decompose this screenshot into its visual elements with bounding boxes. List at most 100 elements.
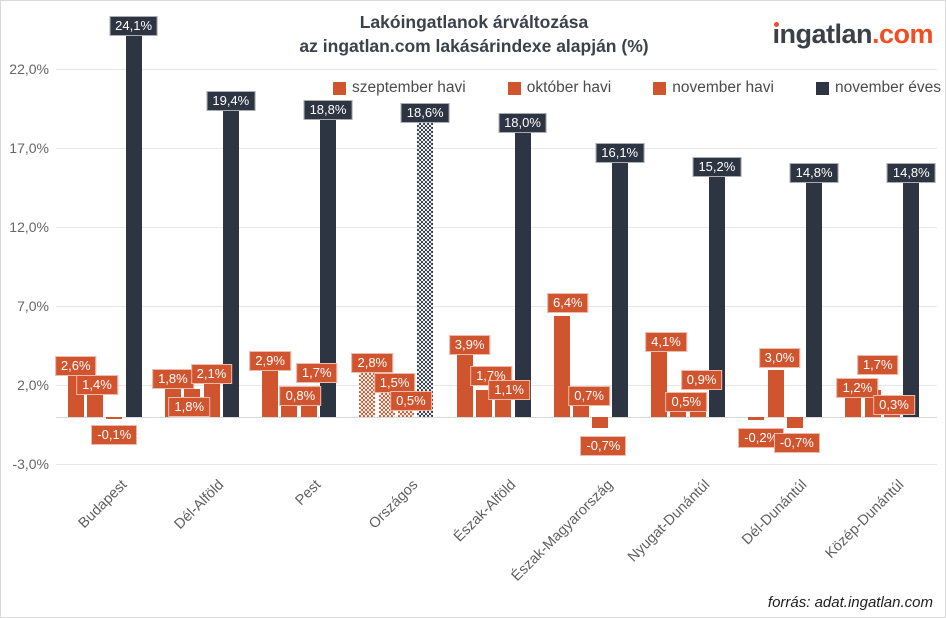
bar-value-label: 0,8%: [279, 386, 322, 407]
x-category-label: Budapest: [75, 477, 130, 532]
legend-swatch-icon: [333, 81, 346, 95]
bar-value-label: 15,2%: [692, 156, 742, 177]
bar-november-havi: [592, 417, 609, 429]
x-axis-zero-line: [56, 417, 937, 418]
bar-value-label: 1,7%: [295, 363, 338, 384]
legend-swatch-icon: [816, 81, 829, 95]
y-axis-tick-label: -3,0%: [12, 456, 49, 473]
bar-szeptember-havi: [748, 417, 765, 421]
bar-november-éves: [611, 162, 628, 417]
bar-value-label: -0,1%: [91, 424, 138, 445]
bar-szeptember-havi: [845, 398, 862, 417]
bar-value-label: 19,4%: [206, 90, 256, 111]
y-axis-tick-label: 7,0%: [17, 298, 49, 315]
bar-value-label: 2,9%: [249, 351, 291, 372]
bar-november-éves: [125, 36, 142, 417]
bar-value-label: 2,1%: [190, 363, 233, 384]
bar-value-label: 14,8%: [886, 163, 936, 184]
bar-november-havi: [495, 399, 512, 417]
legend-swatch-icon: [653, 81, 667, 95]
legend-item: november éves: [816, 79, 941, 97]
bar-value-label: -0,7%: [580, 436, 627, 457]
bar-value-label: 1,7%: [856, 355, 899, 376]
legend-item: október havi: [507, 79, 612, 97]
logo-orange-dot-icon: [774, 22, 780, 27]
bar-value-label: 2,6%: [54, 355, 97, 376]
source-credit: forrás: adat.ingatlan.com: [767, 594, 933, 611]
bar-október-havi: [87, 394, 103, 417]
legend-swatch-icon: [507, 81, 521, 95]
bar-value-label: 1,4%: [76, 374, 118, 395]
y-axis-tick-label: 2,0%: [17, 377, 49, 394]
bar-november-éves: [222, 110, 239, 417]
x-category-label: Közép-Dunántúl: [822, 477, 908, 562]
logo-suffix-text: .com: [871, 19, 934, 49]
bar-november-éves: [417, 123, 434, 417]
bar-value-label: 18,6%: [400, 103, 450, 124]
x-category-label: Nyugat-Dunántúl: [624, 477, 714, 566]
x-category-label: Országos: [366, 477, 422, 533]
bar-value-label: 3,0%: [758, 347, 801, 368]
x-category-label: Észak-Magyarország: [508, 477, 617, 585]
legend-item: november havi: [653, 79, 774, 97]
legend-label: október havi: [526, 79, 612, 96]
chart-legend: szeptember havi október havi november havi…: [333, 79, 941, 97]
bar-value-label: -0,7%: [773, 433, 820, 454]
bar-október-havi: [573, 405, 590, 417]
bar-value-label: 16,1%: [595, 142, 645, 163]
bar-value-label: 1,8%: [168, 396, 211, 417]
gridline: [56, 306, 937, 308]
bar-november-éves: [903, 183, 920, 417]
bar-november-éves: [806, 183, 823, 417]
bar-október-havi: [767, 369, 784, 417]
bar-szeptember-havi: [651, 352, 667, 417]
x-category-label: Dél-Alföld: [171, 477, 228, 533]
x-category-label: Pest: [292, 477, 325, 509]
gridline: [56, 148, 937, 150]
bar-szeptember-havi: [262, 371, 279, 417]
bar-szeptember-havi: [456, 355, 473, 417]
gridline: [56, 464, 937, 466]
y-axis-tick-label: 22,0%: [9, 61, 49, 78]
bar-value-label: 0,5%: [665, 392, 708, 413]
bar-value-label: 0,9%: [680, 369, 723, 390]
bar-value-label: 3,9%: [448, 335, 491, 356]
legend-label: november havi: [672, 79, 774, 96]
logo-brand-text: ıngatlan: [772, 19, 872, 49]
bar-november-havi: [397, 409, 414, 417]
bar-november-éves: [514, 132, 531, 417]
bar-value-label: 0,7%: [568, 385, 610, 406]
bar-value-label: 1,8%: [152, 368, 194, 389]
bar-value-label: 2,8%: [351, 352, 394, 373]
bar-value-label: 18,8%: [303, 100, 353, 120]
bar-value-label: 4,1%: [645, 332, 687, 353]
x-category-label: Észak-Alföld: [450, 477, 519, 546]
y-axis-tick-label: 17,0%: [9, 140, 49, 157]
bar-október-havi: [281, 404, 298, 417]
bar-október-havi: [670, 409, 687, 417]
bar-value-label: -0,2%: [738, 428, 785, 449]
bar-value-label: 14,8%: [789, 163, 839, 184]
bar-value-label: 24,1%: [109, 16, 159, 37]
gridline: [56, 227, 937, 229]
bar-október-havi: [475, 390, 492, 417]
bar-november-éves: [320, 120, 336, 417]
chart-title: Lakóingatlanok árváltozása az ingatlan.c…: [174, 10, 774, 58]
ingatlan-logo: ıngatlan.com: [772, 19, 933, 50]
bar-value-label: 0,5%: [390, 391, 432, 412]
gridline: [56, 69, 937, 71]
bar-november-havi: [786, 417, 803, 429]
chart-title-line2: az ingatlan.com lakásárindexe alapján (%…: [299, 36, 649, 56]
x-category-label: Dél-Dunántúl: [739, 477, 811, 549]
legend-label: november éves: [835, 79, 941, 96]
legend-label: szeptember havi: [352, 79, 466, 96]
bar-szeptember-havi: [359, 372, 376, 417]
bar-value-label: 6,4%: [546, 292, 589, 313]
bar-value-label: 1,2%: [836, 378, 879, 398]
legend-item: szeptember havi: [333, 79, 466, 97]
chart-title-line1: Lakóingatlanok árváltozása: [359, 12, 589, 32]
bar-value-label: 0,3%: [873, 395, 915, 416]
bar-value-label: 1,1%: [488, 379, 530, 400]
